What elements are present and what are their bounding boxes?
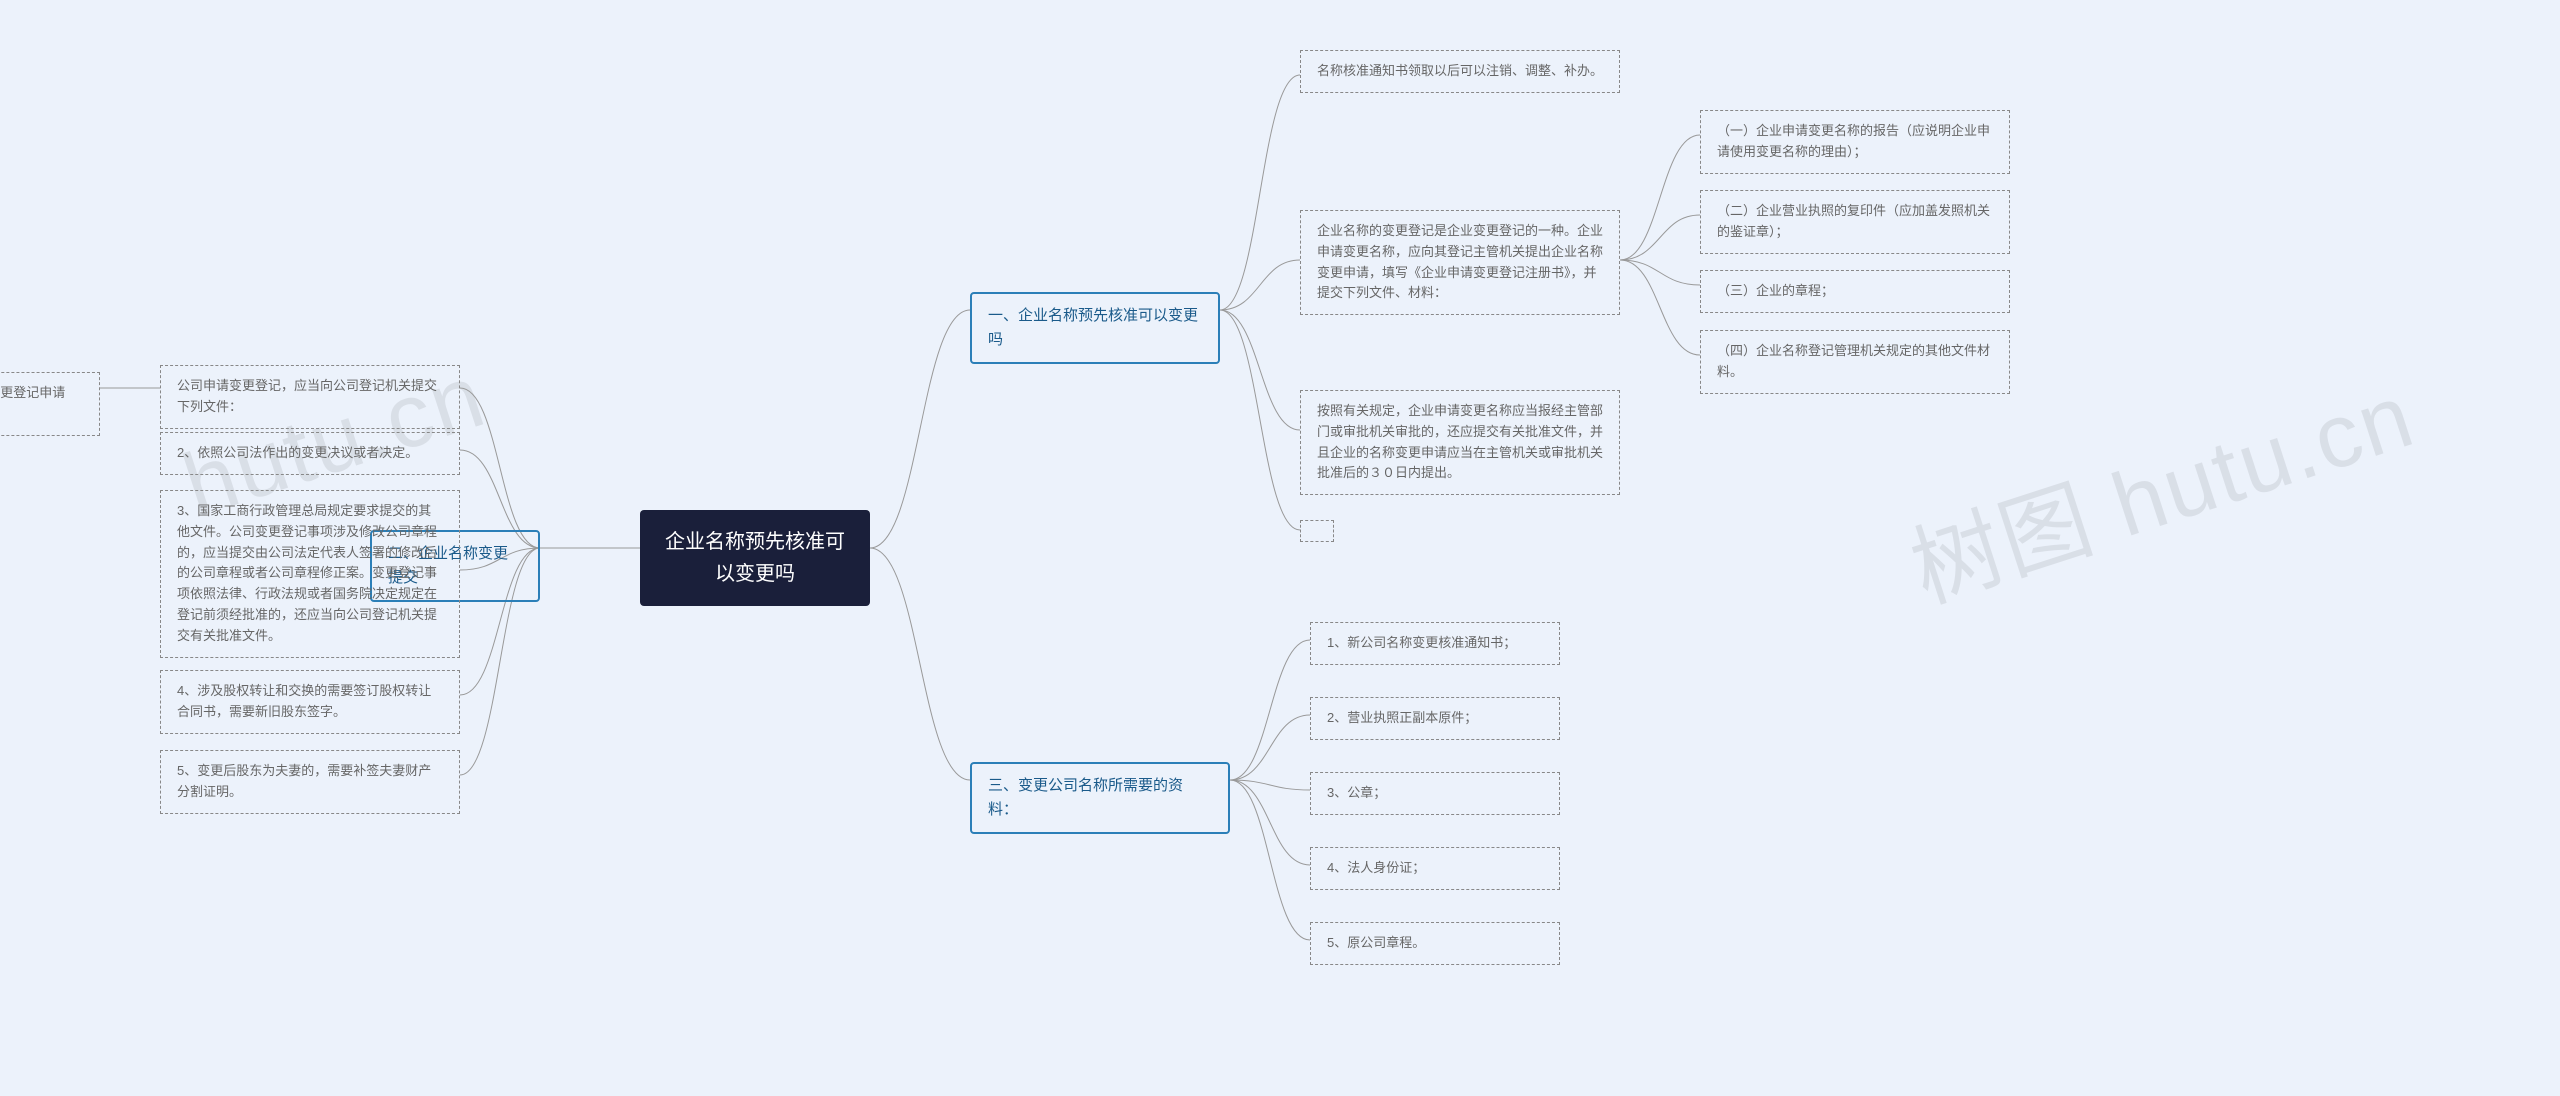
leaf-b3-1: 1、新公司名称变更核准通知书； bbox=[1310, 622, 1560, 665]
leaf-b1-2-4: （四）企业名称登记管理机关规定的其他文件材料。 bbox=[1700, 330, 2010, 394]
leaf-b3-3: 3、公章； bbox=[1310, 772, 1560, 815]
branch-3: 三、变更公司名称所需要的资料： bbox=[970, 762, 1230, 834]
leaf-b1-2-3-text: （三）企业的章程； bbox=[1717, 283, 1834, 298]
leaf-b3-4-text: 4、法人身份证； bbox=[1327, 860, 1425, 875]
leaf-b3-4: 4、法人身份证； bbox=[1310, 847, 1560, 890]
leaf-b1-1-text: 名称核准通知书领取以后可以注销、调整、补办。 bbox=[1317, 63, 1603, 78]
branch-1-text: 一、企业名称预先核准可以变更吗 bbox=[988, 307, 1198, 348]
leaf-b2-1-text: 1、公司法定代表人签署的变更登记申请书。 bbox=[0, 385, 65, 421]
leaf-b3-2: 2、营业执照正副本原件； bbox=[1310, 697, 1560, 740]
leaf-b1-2-4-text: （四）企业名称登记管理机关规定的其他文件材料。 bbox=[1717, 343, 1990, 379]
leaf-b3-3-text: 3、公章； bbox=[1327, 785, 1386, 800]
leaf-b2-3: 3、国家工商行政管理总局规定要求提交的其他文件。公司变更登记事项涉及修改公司章程… bbox=[160, 490, 460, 658]
leaf-b1-2-1-text: （一）企业申请变更名称的报告（应说明企业申请使用变更名称的理由）； bbox=[1717, 123, 1990, 159]
leaf-b2-5-text: 5、变更后股东为夫妻的，需要补签夫妻财产分割证明。 bbox=[177, 763, 431, 799]
leaf-b2-0-text: 公司申请变更登记，应当向公司登记机关提交下列文件： bbox=[177, 378, 437, 414]
leaf-b2-4-text: 4、涉及股权转让和交换的需要签订股权转让合同书，需要新旧股东签字。 bbox=[177, 683, 431, 719]
leaf-b1-2-2: （二）企业营业执照的复印件（应加盖发照机关的鉴证章）； bbox=[1700, 190, 2010, 254]
leaf-b3-5-text: 5、原公司章程。 bbox=[1327, 935, 1425, 950]
leaf-b1-2-2-text: （二）企业营业执照的复印件（应加盖发照机关的鉴证章）； bbox=[1717, 203, 1990, 239]
leaf-b1-2-3: （三）企业的章程； bbox=[1700, 270, 2010, 313]
leaf-b1-3: 按照有关规定，企业申请变更名称应当报经主管部门或审批机关审批的，还应提交有关批准… bbox=[1300, 390, 1620, 495]
leaf-b3-1-text: 1、新公司名称变更核准通知书； bbox=[1327, 635, 1516, 650]
leaf-b2-2-text: 2、依照公司法作出的变更决议或者决定。 bbox=[177, 445, 418, 460]
leaf-b2-4: 4、涉及股权转让和交换的需要签订股权转让合同书，需要新旧股东签字。 bbox=[160, 670, 460, 734]
leaf-b1-3-text: 按照有关规定，企业申请变更名称应当报经主管部门或审批机关审批的，还应提交有关批准… bbox=[1317, 403, 1603, 480]
leaf-b1-2-1: （一）企业申请变更名称的报告（应说明企业申请使用变更名称的理由）； bbox=[1700, 110, 2010, 174]
branch-1: 一、企业名称预先核准可以变更吗 bbox=[970, 292, 1220, 364]
branch-3-text: 三、变更公司名称所需要的资料： bbox=[988, 777, 1183, 818]
root-text: 企业名称预先核准可以变更吗 bbox=[665, 531, 845, 585]
leaf-b2-1: 1、公司法定代表人签署的变更登记申请书。 bbox=[0, 372, 100, 436]
leaf-b1-4 bbox=[1300, 520, 1334, 542]
leaf-b1-1: 名称核准通知书领取以后可以注销、调整、补办。 bbox=[1300, 50, 1620, 93]
leaf-b2-3-text: 3、国家工商行政管理总局规定要求提交的其他文件。公司变更登记事项涉及修改公司章程… bbox=[177, 503, 437, 643]
leaf-b2-5: 5、变更后股东为夫妻的，需要补签夫妻财产分割证明。 bbox=[160, 750, 460, 814]
leaf-b3-2-text: 2、营业执照正副本原件； bbox=[1327, 710, 1477, 725]
leaf-b3-5: 5、原公司章程。 bbox=[1310, 922, 1560, 965]
leaf-b2-0: 公司申请变更登记，应当向公司登记机关提交下列文件： bbox=[160, 365, 460, 429]
leaf-b1-2-text: 企业名称的变更登记是企业变更登记的一种。企业申请变更名称，应向其登记主管机关提出… bbox=[1317, 223, 1603, 300]
leaf-b2-2: 2、依照公司法作出的变更决议或者决定。 bbox=[160, 432, 460, 475]
leaf-b1-2: 企业名称的变更登记是企业变更登记的一种。企业申请变更名称，应向其登记主管机关提出… bbox=[1300, 210, 1620, 315]
root-node: 企业名称预先核准可以变更吗 bbox=[640, 510, 870, 606]
